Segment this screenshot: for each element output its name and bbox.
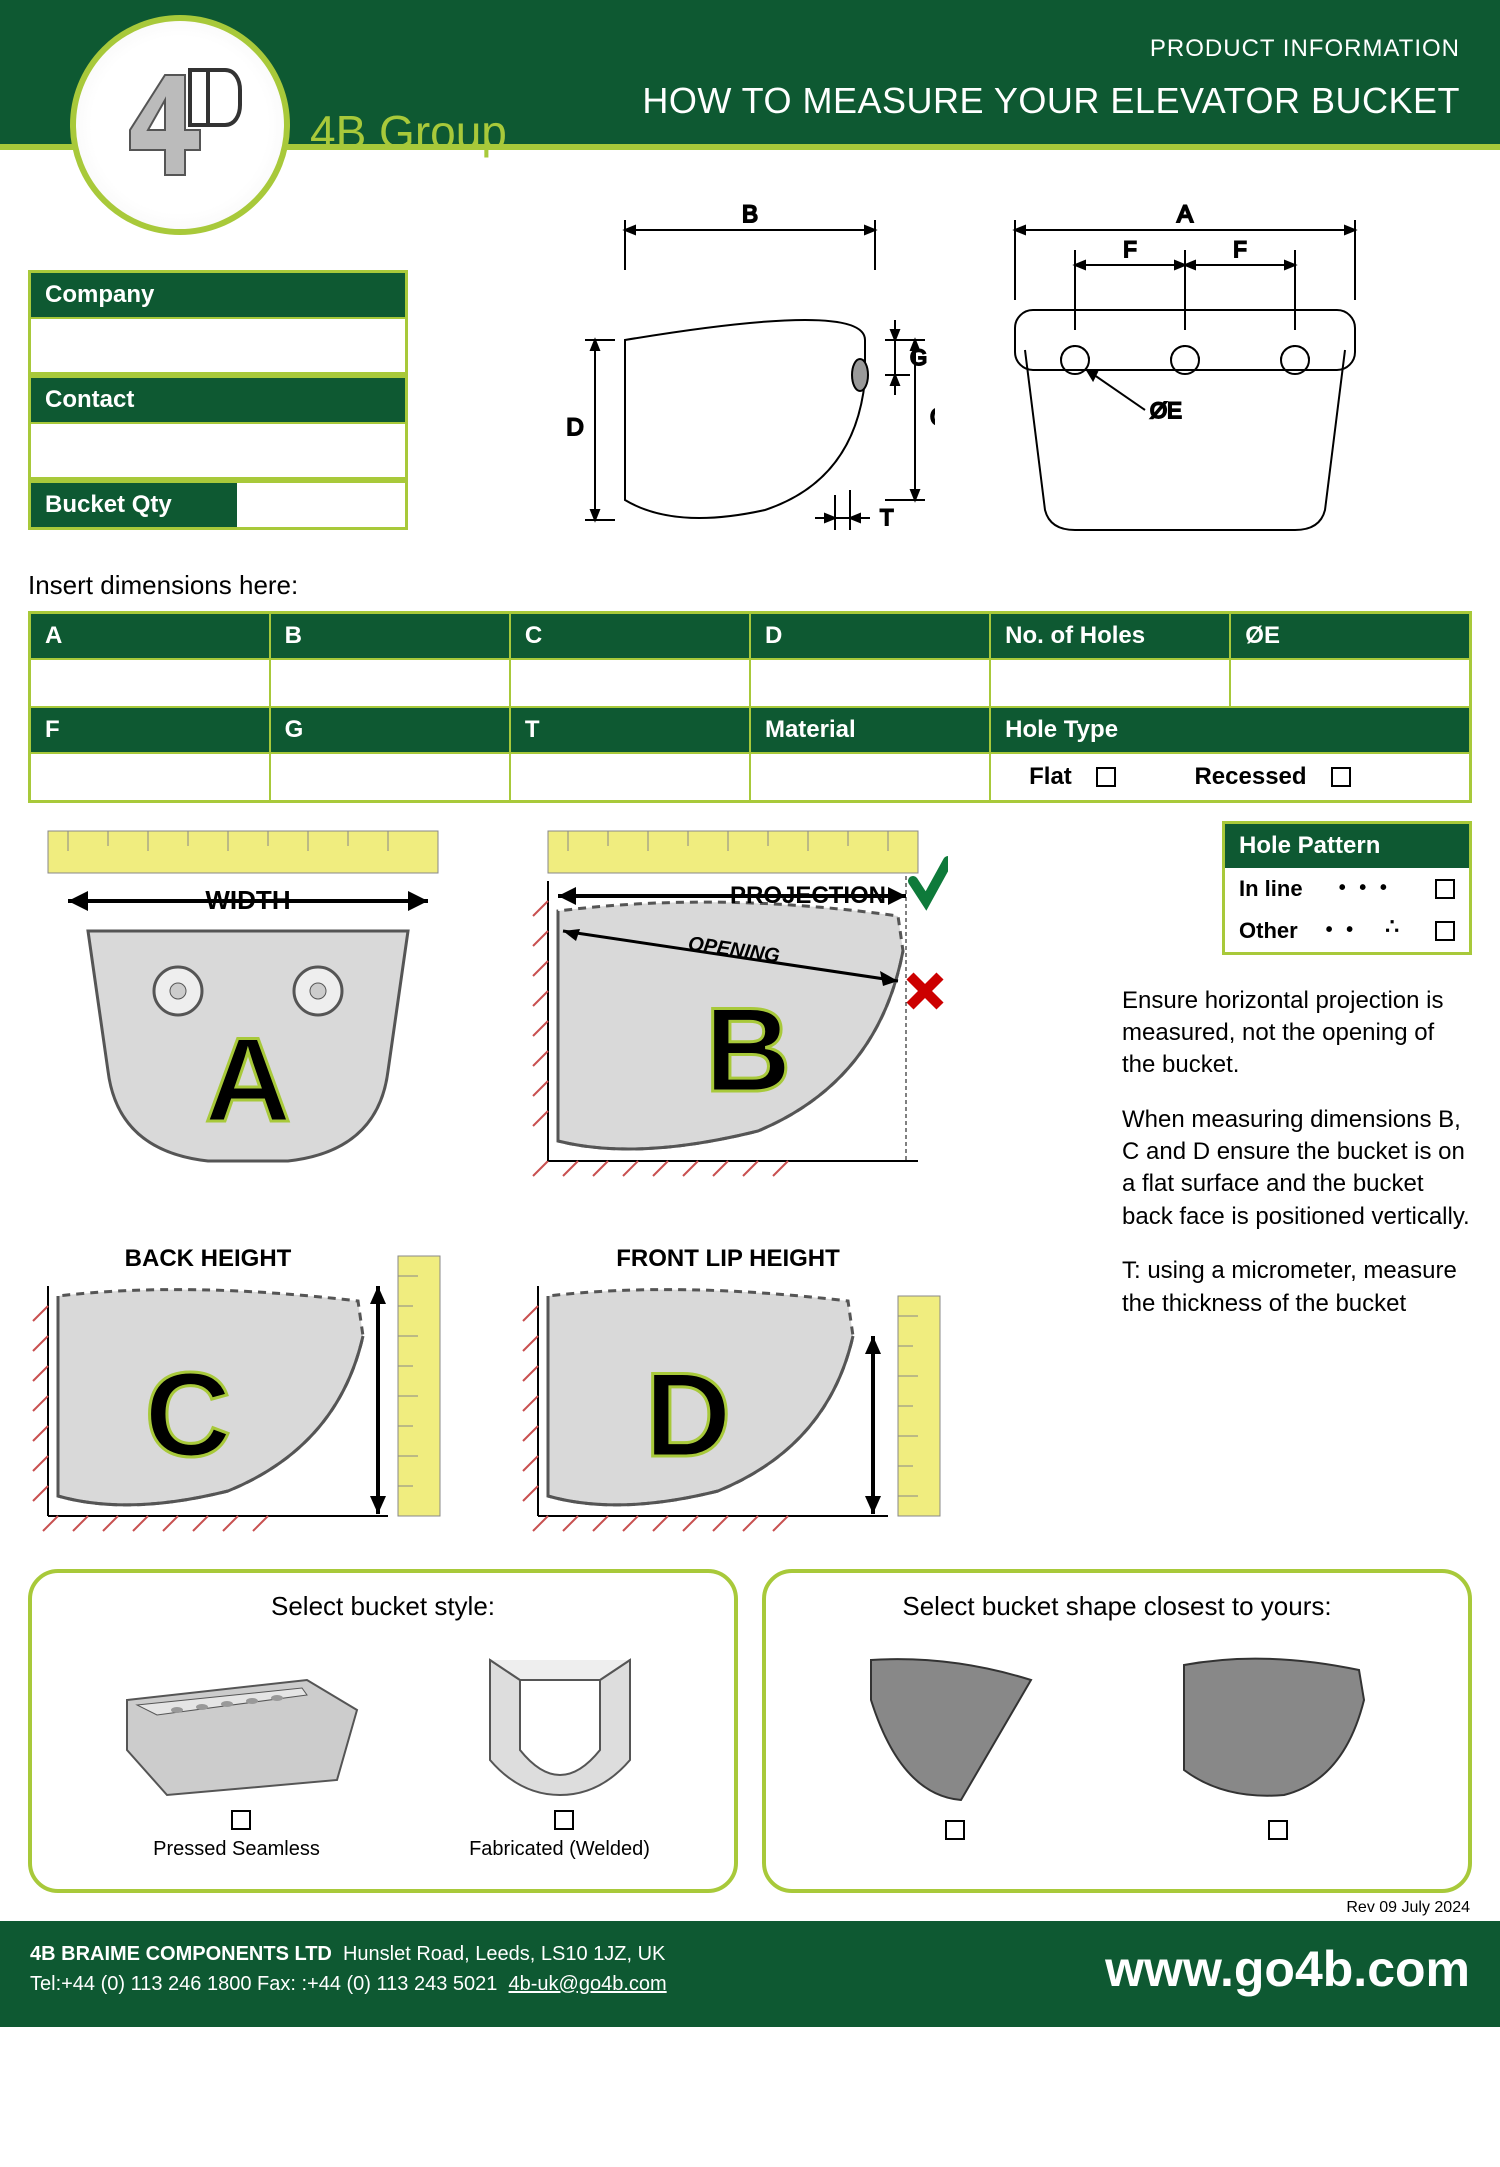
illustration-back-height-c: BACK HEIGHT C — [28, 1236, 458, 1541]
technical-diagrams: B D C — [438, 200, 1472, 550]
measurement-illustrations: WIDTH A — [28, 821, 1102, 1541]
customer-form: Company Contact Bucket Qty — [28, 270, 408, 550]
side-view-diagram: B D C — [515, 200, 935, 550]
recessed-checkbox[interactable] — [1331, 767, 1351, 787]
svg-text:F: F — [1123, 237, 1136, 262]
other-checkbox[interactable] — [1435, 921, 1455, 941]
svg-text:G: G — [910, 345, 927, 370]
inline-checkbox[interactable] — [1435, 879, 1455, 899]
company-label: Company — [31, 273, 405, 317]
svg-text:C: C — [145, 1348, 232, 1482]
qty-input[interactable] — [237, 483, 405, 527]
shape-1 — [851, 1640, 1051, 1840]
dim-input-holes[interactable] — [990, 659, 1230, 707]
qty-label: Bucket Qty — [31, 483, 237, 527]
select-bucket-style: Select bucket style: Pressed Seamless — [28, 1569, 738, 1893]
page-title: HOW TO MEASURE YOUR ELEVATOR BUCKET — [642, 80, 1460, 122]
fabricated-checkbox[interactable] — [554, 1810, 574, 1830]
svg-text:D: D — [645, 1348, 732, 1482]
svg-text:F: F — [1233, 237, 1246, 262]
hole-pattern-box: Hole Pattern In line • • • Other • • ∴ — [1222, 821, 1472, 955]
shape1-checkbox[interactable] — [945, 1820, 965, 1840]
svg-text:WIDTH: WIDTH — [205, 885, 290, 915]
svg-text:PROJECTION: PROJECTION — [730, 882, 886, 909]
style-pressed: Pressed Seamless — [107, 1650, 367, 1861]
pressed-checkbox[interactable] — [231, 1810, 251, 1830]
footer: 4B BRAIME COMPONENTS LTD Hunslet Road, L… — [0, 1921, 1500, 2027]
dimensions-table: A B C D No. of Holes ØE F G T Material H… — [28, 611, 1472, 803]
svg-text:A: A — [205, 1013, 292, 1147]
dim-input-d[interactable] — [750, 659, 990, 707]
dim-header-d: D — [750, 613, 990, 660]
front-view-diagram: A F F — [975, 200, 1395, 550]
hole-type-options: Flat Recessed — [990, 753, 1470, 801]
svg-text:A: A — [1177, 201, 1193, 228]
dim-header-e: ØE — [1230, 613, 1470, 660]
revision-label: Rev 09 July 2024 — [0, 1893, 1500, 1921]
dim-header-c: C — [510, 613, 750, 660]
shape-2 — [1164, 1640, 1384, 1840]
shape2-checkbox[interactable] — [1268, 1820, 1288, 1840]
svg-text:T: T — [880, 505, 893, 530]
flat-checkbox[interactable] — [1096, 767, 1116, 787]
inline-dots-icon: • • • — [1339, 877, 1391, 900]
svg-text:FRONT LIP HEIGHT: FRONT LIP HEIGHT — [616, 1245, 840, 1272]
svg-text:BACK HEIGHT: BACK HEIGHT — [125, 1245, 292, 1272]
dim-header-a: A — [30, 613, 270, 660]
cross-icon — [910, 976, 940, 1006]
svg-text:B: B — [705, 983, 792, 1117]
dim-header-material: Material — [750, 707, 990, 753]
svg-text:B: B — [742, 201, 758, 228]
svg-text:C: C — [930, 404, 935, 431]
product-info-label: PRODUCT INFORMATION — [1150, 35, 1460, 63]
other-dots-icon: • • — [1326, 919, 1358, 942]
dim-header-g: G — [270, 707, 510, 753]
select-bucket-shape: Select bucket shape closest to yours: — [762, 1569, 1472, 1893]
illustration-width-a: WIDTH A — [28, 821, 458, 1206]
footer-contact: 4B BRAIME COMPONENTS LTD Hunslet Road, L… — [30, 1939, 667, 1999]
dim-input-g[interactable] — [270, 753, 510, 801]
dim-input-b[interactable] — [270, 659, 510, 707]
illustration-front-lip-d: FRONT LIP HEIGHT D — [518, 1236, 948, 1541]
dim-header-t: T — [510, 707, 750, 753]
insert-dimensions-label: Insert dimensions here: — [28, 570, 1472, 601]
dim-header-holes: No. of Holes — [990, 613, 1230, 660]
svg-text:ØE: ØE — [1150, 398, 1182, 423]
svg-text:D: D — [566, 414, 583, 441]
dim-header-f: F — [30, 707, 270, 753]
contact-label: Contact — [31, 378, 405, 422]
footer-url: www.go4b.com — [1105, 1940, 1470, 1998]
logo — [70, 15, 290, 235]
dim-input-material[interactable] — [750, 753, 990, 801]
dim-input-a[interactable] — [30, 659, 270, 707]
dim-input-f[interactable] — [30, 753, 270, 801]
contact-input[interactable] — [31, 422, 405, 477]
instructions-text: Ensure horizontal projection is measured… — [1122, 985, 1472, 1321]
dim-input-t[interactable] — [510, 753, 750, 801]
company-input[interactable] — [31, 317, 405, 372]
header: 4B Group PRODUCT INFORMATION HOW TO MEAS… — [0, 0, 1500, 150]
logo-4b-icon — [110, 55, 250, 195]
hole-pattern-title: Hole Pattern — [1225, 824, 1469, 868]
style-fabricated: Fabricated (Welded) — [460, 1640, 660, 1861]
dim-input-e[interactable] — [1230, 659, 1470, 707]
dim-input-c[interactable] — [510, 659, 750, 707]
dim-header-holetype: Hole Type — [990, 707, 1470, 753]
footer-email-link[interactable]: 4b-uk@go4b.com — [509, 1973, 667, 1995]
dim-header-b: B — [270, 613, 510, 660]
illustration-projection-b: PROJECTION OPENING B — [518, 821, 948, 1206]
